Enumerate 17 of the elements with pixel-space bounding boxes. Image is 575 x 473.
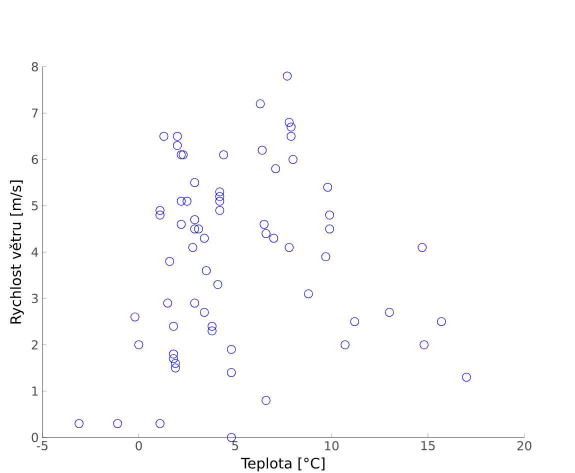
x-tick-label: -5: [36, 441, 48, 450]
y-axis-title: Rychlost větru [m/s]: [9, 180, 24, 324]
y-tick-label: 2: [32, 340, 38, 350]
y-tick-label: 1: [32, 386, 38, 396]
y-tick-label: 5: [32, 201, 38, 211]
x-tick-label: 20: [517, 441, 532, 451]
y-tick-label: 8: [32, 62, 38, 72]
y-tick-label: 4: [32, 248, 38, 257]
y-tick-label: 0: [32, 433, 38, 442]
x-tick-label: 5: [232, 441, 238, 450]
y-tick-label: 7: [32, 108, 38, 118]
x-tick-label: 15: [421, 441, 435, 450]
x-axis-title: Teplota [°C]: [240, 458, 324, 472]
x-tick-label: 10: [325, 441, 339, 451]
x-tick-label: 0: [136, 441, 142, 451]
y-tick-label: 6: [32, 154, 38, 164]
y-tick-label: 3: [32, 294, 38, 304]
